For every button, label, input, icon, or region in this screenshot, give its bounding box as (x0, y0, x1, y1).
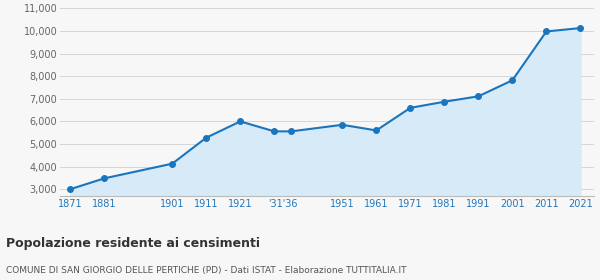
Text: Popolazione residente ai censimenti: Popolazione residente ai censimenti (6, 237, 260, 249)
Text: COMUNE DI SAN GIORGIO DELLE PERTICHE (PD) - Dati ISTAT - Elaborazione TUTTITALIA: COMUNE DI SAN GIORGIO DELLE PERTICHE (PD… (6, 266, 407, 275)
